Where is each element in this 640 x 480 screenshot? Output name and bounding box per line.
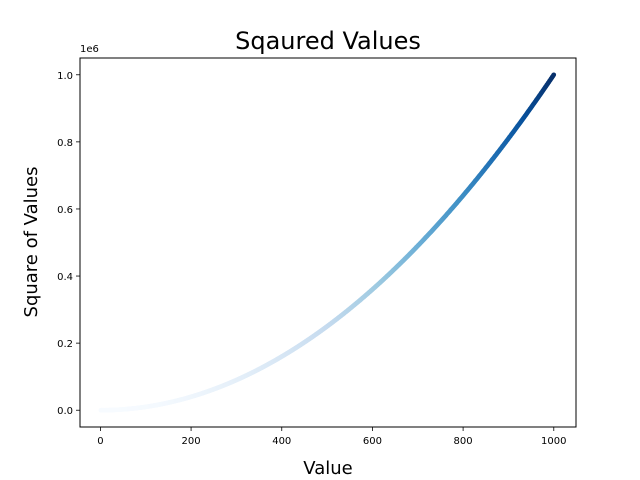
y-axis-title: Square of Values xyxy=(21,167,42,318)
y-tick-label: 0.6 xyxy=(57,205,73,216)
data-point xyxy=(551,72,557,78)
x-axis: 0 200 400 600 800 1000 xyxy=(97,427,567,447)
y-offset-label: 1e6 xyxy=(80,44,99,55)
y-tick-label: 0.4 xyxy=(57,272,73,283)
chart-title: Sqaured Values xyxy=(235,27,421,55)
x-tick-label: 800 xyxy=(454,436,473,447)
y-axis: 0.0 0.2 0.4 0.6 0.8 1.0 xyxy=(57,71,80,417)
y-tick-label: 0.0 xyxy=(57,406,73,417)
x-tick-label: 0 xyxy=(97,436,103,447)
y-tick-label: 0.2 xyxy=(57,339,73,350)
x-tick-label: 1000 xyxy=(541,436,566,447)
x-tick-label: 400 xyxy=(272,436,291,447)
x-tick-label: 200 xyxy=(182,436,201,447)
x-tick-label: 600 xyxy=(363,436,382,447)
y-tick-label: 1.0 xyxy=(57,71,73,82)
scatter-points xyxy=(98,72,557,413)
plot-frame xyxy=(79,57,577,428)
x-axis-title: Value xyxy=(303,458,352,479)
y-tick-label: 0.8 xyxy=(57,138,73,149)
